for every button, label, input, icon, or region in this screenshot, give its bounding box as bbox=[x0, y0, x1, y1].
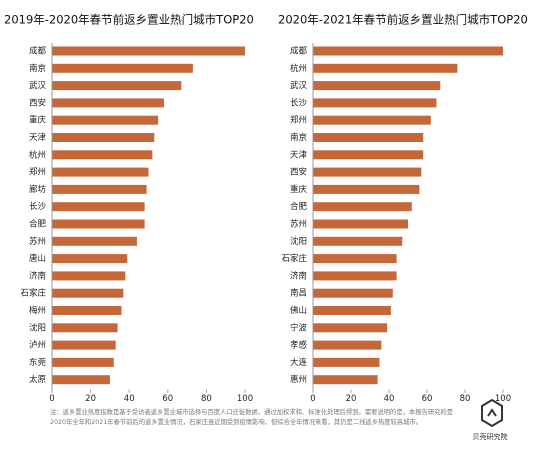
chart-title: 2020年-2021年春节前返乡置业热门城市TOP20 bbox=[278, 13, 528, 27]
y-tick-label: 济南 bbox=[290, 270, 307, 281]
y-tick-label: 沈阳 bbox=[29, 322, 46, 333]
footnote: 注：返乡置业热度指数是基于受访者返乡置业城市选择与百度人口迁徙数据，通过加权求和… bbox=[50, 409, 453, 426]
x-tick-label: 80 bbox=[201, 394, 212, 404]
x-tick-label: 40 bbox=[384, 394, 395, 404]
x-tick-label: 60 bbox=[162, 394, 173, 404]
bar bbox=[52, 133, 155, 142]
bar bbox=[313, 98, 437, 108]
bar bbox=[313, 271, 397, 281]
y-tick-label: 泸州 bbox=[29, 340, 46, 351]
bar bbox=[52, 167, 149, 177]
bar bbox=[52, 98, 164, 108]
bar bbox=[52, 357, 114, 367]
y-tick-label: 成都 bbox=[290, 46, 308, 57]
x-tick-label: 100 bbox=[495, 394, 511, 404]
brand-logo bbox=[481, 398, 503, 428]
bar bbox=[313, 115, 431, 125]
bar bbox=[313, 202, 412, 212]
bar bbox=[52, 115, 159, 125]
bar bbox=[52, 81, 182, 91]
x-tick-label: 0 bbox=[310, 394, 315, 404]
bar bbox=[313, 236, 403, 246]
y-tick-label: 郑州 bbox=[29, 167, 46, 178]
y-tick-label: 廊坊 bbox=[29, 184, 47, 195]
bar bbox=[52, 375, 110, 385]
bar bbox=[313, 254, 397, 264]
brand-name: 贝壳研究院 bbox=[472, 433, 508, 441]
y-tick-label: 重庆 bbox=[29, 115, 47, 126]
y-tick-label: 武汉 bbox=[290, 80, 308, 91]
x-tick-label: 100 bbox=[237, 394, 253, 404]
y-tick-label: 合肥 bbox=[290, 201, 308, 212]
y-tick-label: 唐山 bbox=[29, 253, 46, 264]
bar bbox=[313, 150, 424, 160]
y-tick-label: 宁波 bbox=[290, 322, 308, 333]
y-tick-label: 东莞 bbox=[29, 357, 47, 368]
bar bbox=[313, 167, 422, 177]
bar bbox=[313, 219, 408, 229]
x-tick-label: 0 bbox=[49, 394, 54, 404]
y-tick-label: 西安 bbox=[290, 167, 307, 178]
y-tick-label: 沈阳 bbox=[290, 236, 307, 247]
y-tick-label: 苏州 bbox=[29, 236, 46, 247]
bar bbox=[313, 340, 382, 350]
y-tick-label: 石家庄 bbox=[20, 288, 46, 299]
y-tick-label: 长沙 bbox=[29, 201, 47, 212]
bar bbox=[313, 133, 424, 142]
bar bbox=[52, 306, 122, 315]
y-tick-label: 重庆 bbox=[290, 184, 308, 195]
y-tick-label: 太原 bbox=[29, 374, 46, 385]
bar bbox=[52, 46, 245, 56]
y-tick-label: 杭州 bbox=[290, 63, 307, 74]
bar bbox=[313, 288, 393, 298]
y-tick-label: 南昌 bbox=[290, 288, 307, 299]
bar bbox=[313, 375, 378, 385]
y-tick-label: 天津 bbox=[290, 149, 308, 160]
x-tick-label: 20 bbox=[85, 394, 96, 404]
chart-title: 2019年-2020年春节前返乡置业热门城市TOP20 bbox=[4, 13, 254, 27]
bar bbox=[52, 219, 145, 229]
bar bbox=[52, 271, 126, 281]
x-tick-label: 20 bbox=[346, 394, 357, 404]
bar bbox=[313, 46, 503, 56]
x-tick-label: 40 bbox=[124, 394, 135, 404]
y-tick-label: 天津 bbox=[29, 132, 47, 143]
bar bbox=[52, 323, 118, 333]
y-tick-label: 南京 bbox=[29, 63, 46, 74]
y-tick-label: 西安 bbox=[29, 97, 46, 108]
bar bbox=[313, 184, 420, 194]
x-tick-label: 80 bbox=[460, 394, 471, 404]
y-tick-label: 大连 bbox=[290, 357, 308, 368]
bar bbox=[313, 306, 391, 315]
y-tick-label: 惠州 bbox=[290, 374, 307, 385]
y-tick-label: 杭州 bbox=[29, 149, 46, 160]
bar bbox=[52, 288, 124, 298]
y-tick-label: 长沙 bbox=[290, 97, 308, 108]
bar bbox=[52, 236, 137, 246]
bar bbox=[52, 340, 116, 350]
bar bbox=[52, 202, 145, 212]
y-tick-label: 合肥 bbox=[29, 219, 47, 230]
bar bbox=[313, 63, 458, 73]
y-tick-label: 济南 bbox=[29, 270, 46, 281]
x-tick-label: 60 bbox=[422, 394, 433, 404]
y-tick-label: 佛山 bbox=[290, 305, 307, 316]
y-tick-label: 苏州 bbox=[290, 219, 307, 230]
bar bbox=[52, 63, 193, 73]
y-tick-label: 南京 bbox=[290, 132, 307, 143]
y-tick-label: 孝感 bbox=[290, 340, 308, 351]
bar bbox=[313, 323, 388, 333]
y-tick-label: 石家庄 bbox=[281, 253, 307, 264]
bar bbox=[313, 81, 441, 91]
bar bbox=[313, 357, 380, 367]
bar bbox=[52, 254, 128, 264]
y-tick-label: 武汉 bbox=[29, 80, 47, 91]
bar bbox=[52, 184, 147, 194]
bar bbox=[52, 150, 153, 160]
y-tick-label: 梅州 bbox=[29, 305, 46, 316]
y-tick-label: 成都 bbox=[29, 46, 47, 57]
y-tick-label: 郑州 bbox=[290, 115, 307, 126]
